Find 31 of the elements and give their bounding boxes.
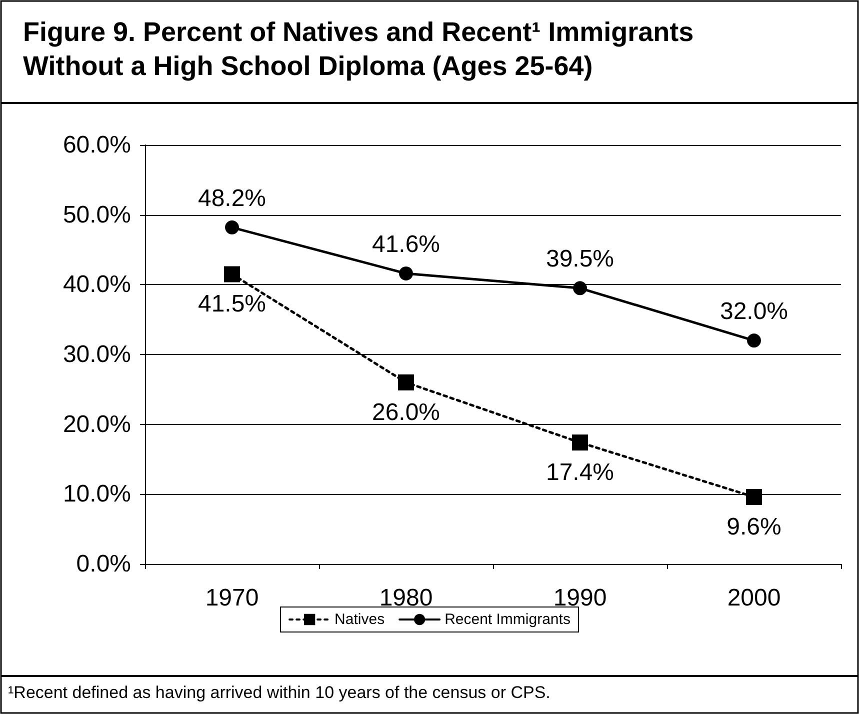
legend-label: Natives (334, 611, 385, 628)
x-tick-label: 2000 (727, 584, 781, 612)
y-tick-label: 20.0% (62, 410, 131, 438)
data-label: 48.2% (198, 184, 266, 212)
x-tick-label: 1970 (205, 584, 259, 612)
data-label: 26.0% (372, 398, 440, 426)
point (572, 434, 588, 450)
text: ¹Recent defined as having arrived within 10 years of the census or CPS. (8, 683, 550, 702)
data-label: 39.5% (546, 246, 614, 273)
x-tick-label: 1990 (553, 584, 607, 612)
point (224, 266, 240, 282)
y-tick-label: 40.0% (62, 271, 131, 298)
data-label: 9.6% (726, 513, 782, 540)
y-tick-label: 60.0% (62, 132, 131, 158)
data-label: 41.6% (372, 230, 440, 258)
point (225, 220, 239, 234)
y-tick-label: 10.0% (62, 480, 131, 508)
point (573, 281, 587, 296)
data-label: 32.0% (720, 298, 788, 326)
data-label: 17.4% (546, 458, 614, 486)
data-label: 41.5% (198, 290, 266, 318)
point (398, 374, 414, 390)
x-tick-label: 1980 (379, 584, 433, 612)
y-tick-label: 50.0% (62, 201, 131, 228)
point (747, 334, 761, 348)
legend-label: Recent Immigrants (444, 611, 570, 628)
point (399, 266, 413, 280)
chart-title: Figure 9. Percent of Natives and Recent¹ Immigrants Without a High School Diploma (Ages 25-64) (23, 17, 702, 81)
y-tick-label: 0.0% (76, 550, 131, 578)
y-tick-label: 30.0% (62, 341, 131, 368)
point (746, 488, 762, 505)
